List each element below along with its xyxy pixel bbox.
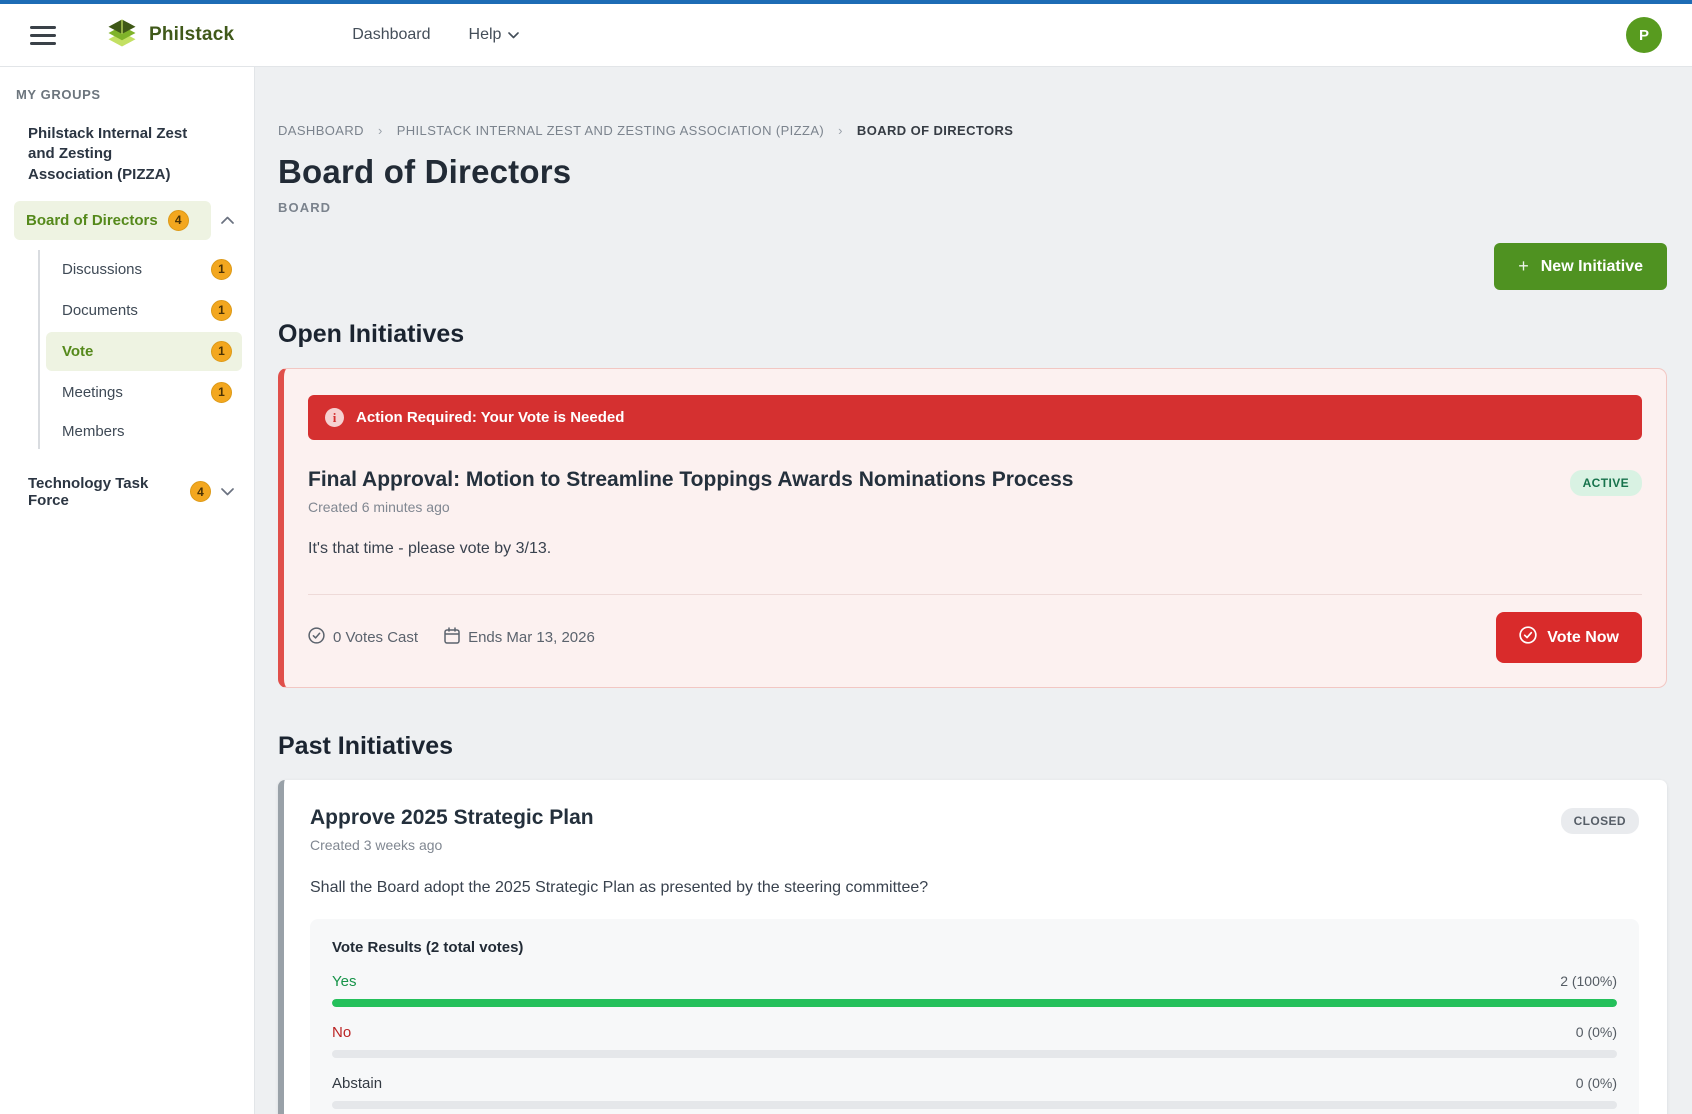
past-initiatives-heading: Past Initiatives — [278, 732, 454, 760]
result-label: No — [332, 1024, 352, 1041]
item-label: Meetings — [62, 383, 123, 401]
sidebar-group-pizza[interactable]: Philstack Internal Zest and Zesting Asso… — [28, 125, 188, 183]
item-label: Members — [62, 422, 125, 440]
top-accent-strip — [0, 0, 1692, 4]
page-title: Board of Directors — [278, 153, 572, 190]
vote-results-title: Vote Results (2 total votes) — [332, 939, 524, 956]
result-bar-track — [332, 1050, 1617, 1058]
hamburger-menu-icon[interactable] — [30, 21, 56, 50]
brand-name: Philstack — [149, 24, 235, 45]
breadcrumb-group[interactable]: PHILSTACK INTERNAL ZEST AND ZESTING ASSO… — [396, 123, 825, 138]
result-row-no: No 0 (0%) — [332, 1024, 1617, 1058]
sidebar: MY GROUPS Philstack Internal Zest and Ze… — [0, 67, 255, 1114]
user-avatar[interactable]: P — [1626, 17, 1662, 53]
chevron-down-icon[interactable] — [221, 487, 234, 496]
result-value: 0 (0%) — [1575, 1024, 1617, 1040]
item-label: Documents — [62, 301, 138, 319]
count-badge: 1 — [211, 340, 232, 362]
open-initiative-card: i Action Required: Your Vote is Needed F… — [278, 368, 1667, 688]
main-content: DASHBOARD › PHILSTACK INTERNAL ZEST AND … — [255, 67, 1692, 1114]
votes-cast-meta: 0 Votes Cast — [308, 627, 418, 648]
vote-results-box: Vote Results (2 total votes) Yes 2 (100%… — [310, 919, 1639, 1114]
result-label: Abstain — [332, 1075, 383, 1092]
vote-now-button[interactable]: Vote Now — [1496, 612, 1642, 663]
initiative-title: Final Approval: Motion to Streamline Top… — [308, 468, 1074, 491]
status-badge-active: ACTIVE — [1569, 470, 1642, 496]
check-circle-icon — [308, 627, 325, 648]
sidebar-item-vote[interactable]: Vote 1 — [46, 331, 242, 371]
divider — [308, 594, 1642, 595]
page-subtitle: BOARD — [278, 200, 332, 215]
plus-icon: + — [1518, 256, 1529, 276]
sidebar-item-members[interactable]: Members — [46, 414, 242, 449]
count-badge: 4 — [190, 481, 211, 503]
section-label: Technology Task Force — [28, 474, 149, 509]
status-badge-closed: CLOSED — [1560, 808, 1639, 834]
sidebar-item-discussions[interactable]: Discussions 1 — [46, 250, 242, 289]
info-icon: i — [325, 408, 344, 427]
ends-date-meta: Ends Mar 13, 2026 — [444, 627, 595, 648]
result-row-yes: Yes 2 (100%) — [332, 973, 1617, 1007]
result-row-abstain: Abstain 0 (0%) — [332, 1075, 1617, 1109]
sidebar-item-meetings[interactable]: Meetings 1 — [46, 373, 242, 412]
result-label: Yes — [332, 973, 357, 990]
initiative-created: Created 3 weeks ago — [310, 837, 443, 853]
past-initiative-card: Approve 2025 Strategic Plan Created 3 we… — [278, 780, 1667, 1114]
check-circle-icon — [1519, 626, 1537, 649]
result-bar-track — [332, 999, 1617, 1007]
top-navbar: Philstack Dashboard Help P — [0, 4, 1692, 67]
philstack-logo-icon — [104, 15, 140, 56]
result-bar-fill — [332, 999, 1617, 1007]
chevron-up-icon[interactable] — [221, 216, 234, 225]
nav-help[interactable]: Help — [469, 26, 520, 44]
chevron-down-icon — [508, 31, 520, 39]
calendar-icon — [444, 627, 460, 648]
sidebar-heading: MY GROUPS — [16, 87, 101, 102]
result-value: 2 (100%) — [1560, 973, 1617, 989]
result-bar-track — [332, 1101, 1617, 1109]
open-initiatives-heading: Open Initiatives — [278, 320, 465, 348]
item-label: Vote — [62, 342, 94, 360]
sidebar-item-documents[interactable]: Documents 1 — [46, 291, 242, 330]
breadcrumb-current: BOARD OF DIRECTORS — [856, 123, 1014, 138]
initiative-created: Created 6 minutes ago — [308, 499, 450, 515]
initiative-body: It's that time - please vote by 3/13. — [308, 540, 552, 557]
nav-dashboard[interactable]: Dashboard — [352, 26, 431, 43]
sidebar-sublist: Discussions 1 Documents 1 Vote 1 Meeting… — [38, 249, 242, 449]
avatar-initial: P — [1638, 26, 1649, 44]
result-value: 0 (0%) — [1575, 1075, 1617, 1091]
breadcrumb-separator: › — [838, 123, 843, 138]
count-badge: 4 — [167, 209, 189, 231]
count-badge: 1 — [211, 258, 232, 280]
section-label: Board of Directors — [26, 211, 158, 229]
count-badge: 1 — [211, 299, 232, 321]
new-initiative-button[interactable]: + New Initiative — [1494, 243, 1667, 290]
alert-text: Action Required: Your Vote is Needed — [356, 409, 625, 426]
new-initiative-label: New Initiative — [1540, 257, 1643, 275]
brand-logo[interactable]: Philstack — [104, 15, 234, 56]
breadcrumb-dashboard[interactable]: DASHBOARD — [278, 123, 364, 138]
breadcrumb-separator: › — [377, 123, 383, 138]
breadcrumb: DASHBOARD › PHILSTACK INTERNAL ZEST AND … — [278, 123, 1667, 138]
top-nav: Dashboard Help — [352, 26, 520, 44]
sidebar-section-board-of-directors[interactable]: Board of Directors 4 — [14, 200, 242, 240]
sidebar-section-technology-task-force[interactable]: Technology Task Force 4 — [14, 475, 242, 509]
initiative-body: Shall the Board adopt the 2025 Strategic… — [310, 879, 929, 896]
item-label: Discussions — [62, 260, 143, 278]
action-required-alert: i Action Required: Your Vote is Needed — [308, 395, 1642, 440]
initiative-title: Approve 2025 Strategic Plan — [310, 806, 594, 829]
count-badge: 1 — [211, 381, 232, 403]
vote-now-label: Vote Now — [1547, 628, 1619, 646]
